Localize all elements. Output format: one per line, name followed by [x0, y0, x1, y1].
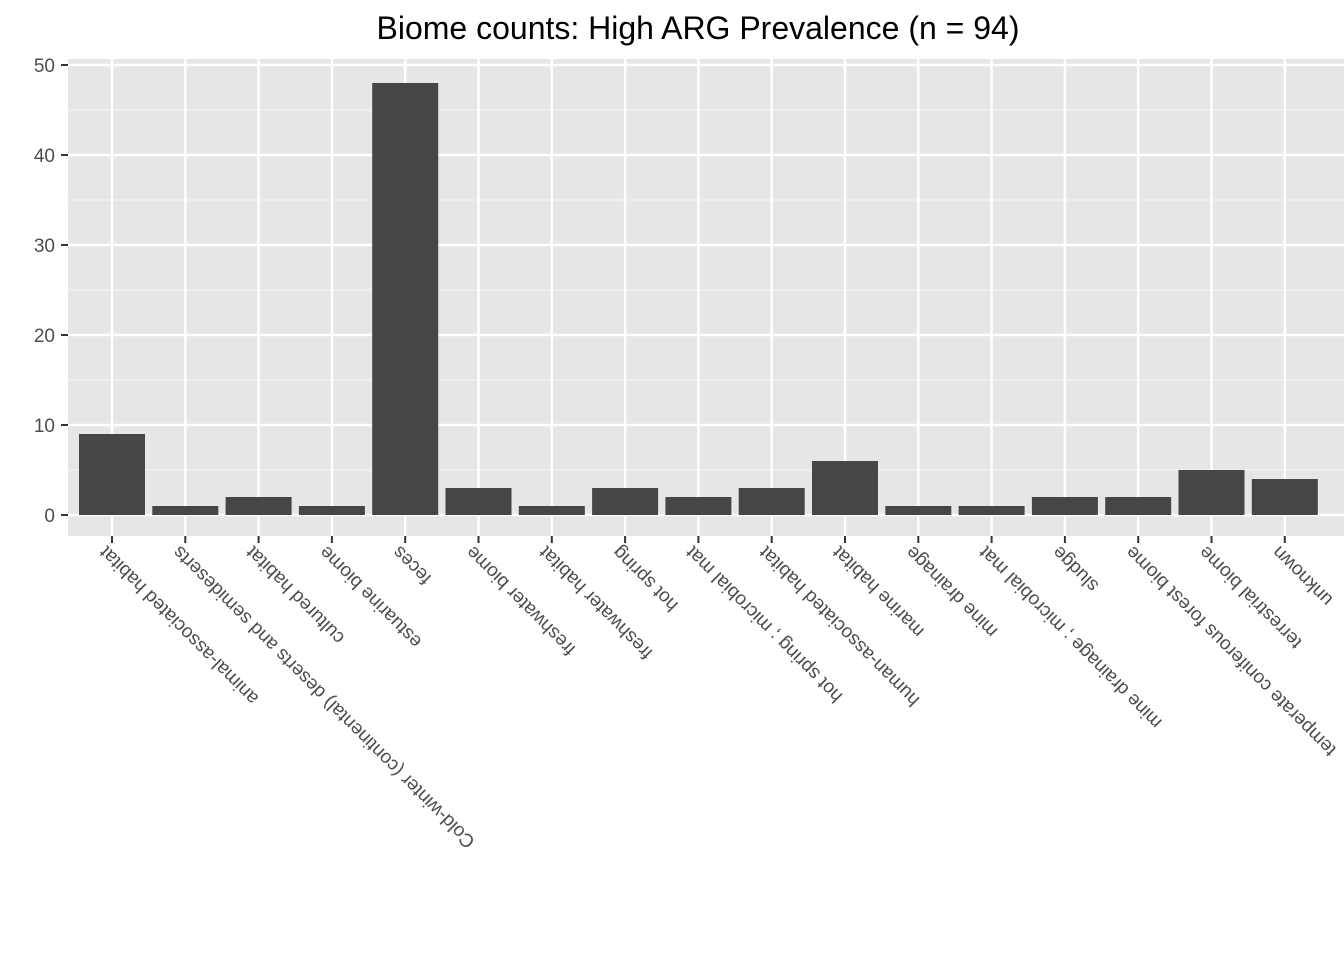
bar	[592, 488, 659, 515]
bar	[518, 506, 585, 515]
x-tick-label: feces	[389, 541, 436, 588]
y-axis: 0 10 20 30 40 50	[34, 56, 68, 527]
major-gridlines	[68, 59, 1344, 536]
bar	[1031, 497, 1098, 515]
y-tick-label: 0	[44, 506, 55, 527]
y-tick-label: 10	[34, 416, 55, 437]
y-tick-label: 30	[34, 236, 55, 257]
y-tick-label: 20	[34, 326, 55, 347]
bar	[812, 461, 878, 515]
x-tick-label: Cold-winter (continental) deserts and se…	[169, 541, 480, 852]
bar	[1251, 479, 1318, 515]
y-tick-label: 40	[34, 146, 55, 167]
bar	[298, 506, 365, 515]
bar	[445, 488, 512, 515]
bar	[1178, 470, 1245, 515]
chart-title: Biome counts: High ARG Prevalence (n = 9…	[377, 10, 1020, 46]
bar	[885, 506, 952, 515]
bar	[372, 83, 439, 515]
bar	[1105, 497, 1172, 515]
bar	[665, 497, 732, 515]
bar	[225, 497, 292, 515]
bar	[958, 506, 1025, 515]
y-tick-label: 50	[34, 56, 55, 77]
bar	[738, 488, 805, 515]
bar	[152, 506, 219, 515]
plot-panel	[68, 59, 1344, 536]
bar	[79, 434, 145, 515]
minor-gridlines	[68, 109, 1344, 471]
x-tick-label: sludge	[1049, 541, 1103, 595]
x-tick-label: hot spring	[609, 541, 683, 615]
bars	[79, 83, 1318, 515]
x-tick-label: unknown	[1268, 541, 1337, 610]
